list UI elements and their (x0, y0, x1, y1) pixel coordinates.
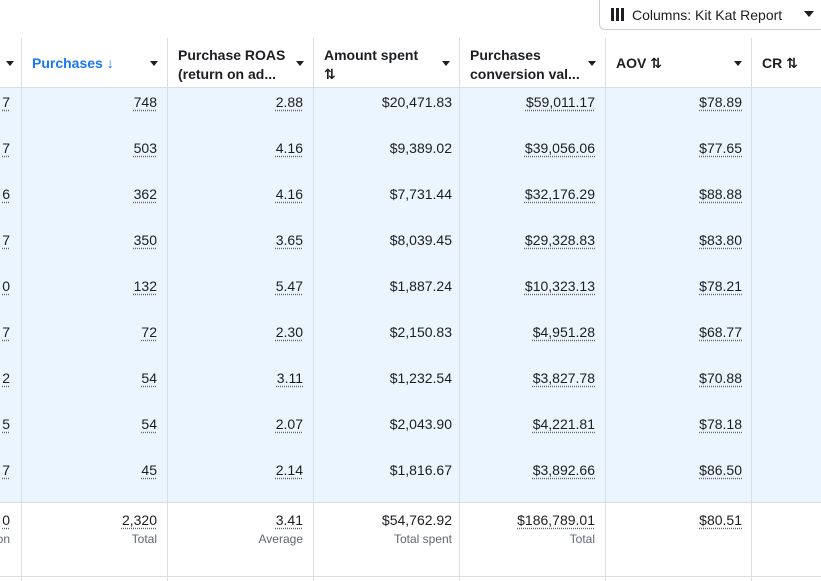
chevron-down-icon[interactable] (6, 61, 14, 66)
amount-spent-cell: $1,887.24 (390, 277, 452, 295)
chevron-down-icon[interactable] (296, 61, 304, 66)
purchases-cell[interactable]: 54 (141, 369, 157, 387)
total-caption: Total spent (394, 532, 452, 547)
prev-cell[interactable]: 6 (2, 185, 10, 203)
chevron-down-icon[interactable] (150, 61, 158, 66)
column-header-label: Purchases ↓ (32, 54, 114, 73)
prev-cell[interactable]: 7 (2, 139, 10, 157)
column-header-label: Purchase ROAS (return on ad... (178, 46, 285, 84)
amount-spent-cell: $7,731.44 (390, 185, 452, 203)
total-caption: on (0, 532, 10, 547)
total-purchases[interactable]: 2,320 (122, 511, 157, 529)
aov-cell[interactable]: $70.88 (699, 369, 742, 387)
prev-cell[interactable]: 7 (2, 231, 10, 249)
column-header-label: AOV ⇅ (616, 54, 662, 73)
columns-icon (611, 8, 624, 21)
aov-cell[interactable]: $83.80 (699, 231, 742, 249)
total-conversion-value[interactable]: $186,789.01 (517, 511, 595, 529)
purchases-cell[interactable]: 72 (141, 323, 157, 341)
roas-cell[interactable]: 4.16 (276, 185, 303, 203)
roas-cell[interactable]: 2.07 (276, 415, 303, 433)
column-header-aov[interactable]: AOV ⇅ (606, 38, 751, 88)
chevron-down-icon[interactable] (588, 61, 596, 66)
aov-cell[interactable]: $86.50 (699, 461, 742, 479)
chevron-down-icon[interactable] (734, 61, 742, 66)
column-header-purchase-roas[interactable]: Purchase ROAS (return on ad... (168, 38, 313, 88)
column-header-conversion-value[interactable]: Purchases conversion val... (460, 38, 605, 88)
aov-cell[interactable]: $88.88 (699, 185, 742, 203)
column-header-label: Purchases conversion val... (470, 46, 580, 84)
roas-cell[interactable]: 2.88 (276, 93, 303, 111)
chevron-down-icon[interactable] (442, 61, 450, 66)
amount-spent-cell: $2,150.83 (390, 323, 452, 341)
total-roas[interactable]: 3.41 (276, 511, 303, 529)
conversion-value-cell[interactable]: $32,176.29 (525, 185, 595, 203)
column-header-cr[interactable]: CR ⇅ (752, 38, 821, 88)
roas-cell[interactable]: 3.65 (276, 231, 303, 249)
aov-cell[interactable]: $78.89 (699, 93, 742, 111)
roas-cell[interactable]: 4.16 (276, 139, 303, 157)
conversion-value-cell[interactable]: $29,328.83 (525, 231, 595, 249)
roas-cell[interactable]: 2.30 (276, 323, 303, 341)
total-caption: Total (132, 532, 157, 547)
column-header-prev[interactable] (0, 38, 21, 88)
purchases-cell[interactable]: 45 (141, 461, 157, 479)
total-value[interactable]: 0 (2, 511, 10, 529)
column-header-purchases[interactable]: Purchases ↓ (22, 38, 167, 88)
total-aov[interactable]: $80.51 (699, 511, 742, 529)
report-table: Purchases ↓ Purchase ROAS (return on ad..… (0, 38, 821, 581)
aov-cell[interactable]: $77.65 (699, 139, 742, 157)
conversion-value-cell[interactable]: $4,951.28 (533, 323, 595, 341)
purchases-cell[interactable]: 748 (134, 93, 157, 111)
aov-cell[interactable]: $78.21 (699, 277, 742, 295)
total-amount-spent: $54,762.92 (382, 511, 452, 529)
amount-spent-cell: $1,232.54 (390, 369, 452, 387)
roas-cell[interactable]: 2.14 (276, 461, 303, 479)
amount-spent-cell: $2,043.90 (390, 415, 452, 433)
conversion-value-cell[interactable]: $3,892.66 (533, 461, 595, 479)
sort-icon: ⇅ (324, 66, 336, 82)
columns-preset-label: Columns: Kit Kat Report (632, 7, 782, 23)
prev-cell[interactable]: 7 (2, 323, 10, 341)
purchases-cell[interactable]: 132 (134, 277, 157, 295)
chevron-down-icon (804, 11, 814, 17)
prev-cell[interactable]: 5 (2, 415, 10, 433)
conversion-value-cell[interactable]: $3,827.78 (533, 369, 595, 387)
prev-cell[interactable]: 0 (2, 277, 10, 295)
amount-spent-cell: $8,039.45 (390, 231, 452, 249)
roas-cell[interactable]: 5.47 (276, 277, 303, 295)
prev-cell[interactable]: 2 (2, 369, 10, 387)
purchases-cell[interactable]: 503 (134, 139, 157, 157)
purchases-cell[interactable]: 362 (134, 185, 157, 203)
conversion-value-cell[interactable]: $4,221.81 (533, 415, 595, 433)
roas-cell[interactable]: 3.11 (277, 369, 303, 387)
toolbar: Columns: Kit Kat Report (0, 0, 821, 38)
amount-spent-cell: $1,816.67 (390, 461, 452, 479)
total-caption: Total (570, 532, 595, 547)
amount-spent-cell: $20,471.83 (382, 93, 452, 111)
prev-cell[interactable]: 7 (2, 461, 10, 479)
amount-spent-cell: $9,389.02 (390, 139, 452, 157)
aov-cell[interactable]: $78.18 (699, 415, 742, 433)
purchases-cell[interactable]: 54 (141, 415, 157, 433)
column-header-label: Amount spent ⇅ (324, 46, 418, 84)
aov-cell[interactable]: $68.77 (699, 323, 742, 341)
conversion-value-cell[interactable]: $39,056.06 (525, 139, 595, 157)
columns-preset-dropdown[interactable]: Columns: Kit Kat Report (599, 0, 821, 30)
conversion-value-cell[interactable]: $59,011.17 (526, 93, 595, 111)
total-caption: Average (259, 532, 303, 547)
column-header-label: CR ⇅ (762, 54, 798, 73)
purchases-cell[interactable]: 350 (134, 231, 157, 249)
conversion-value-cell[interactable]: $10,323.13 (525, 277, 595, 295)
column-header-amount-spent[interactable]: Amount spent ⇅ (314, 38, 459, 88)
prev-cell[interactable]: 7 (2, 93, 10, 111)
